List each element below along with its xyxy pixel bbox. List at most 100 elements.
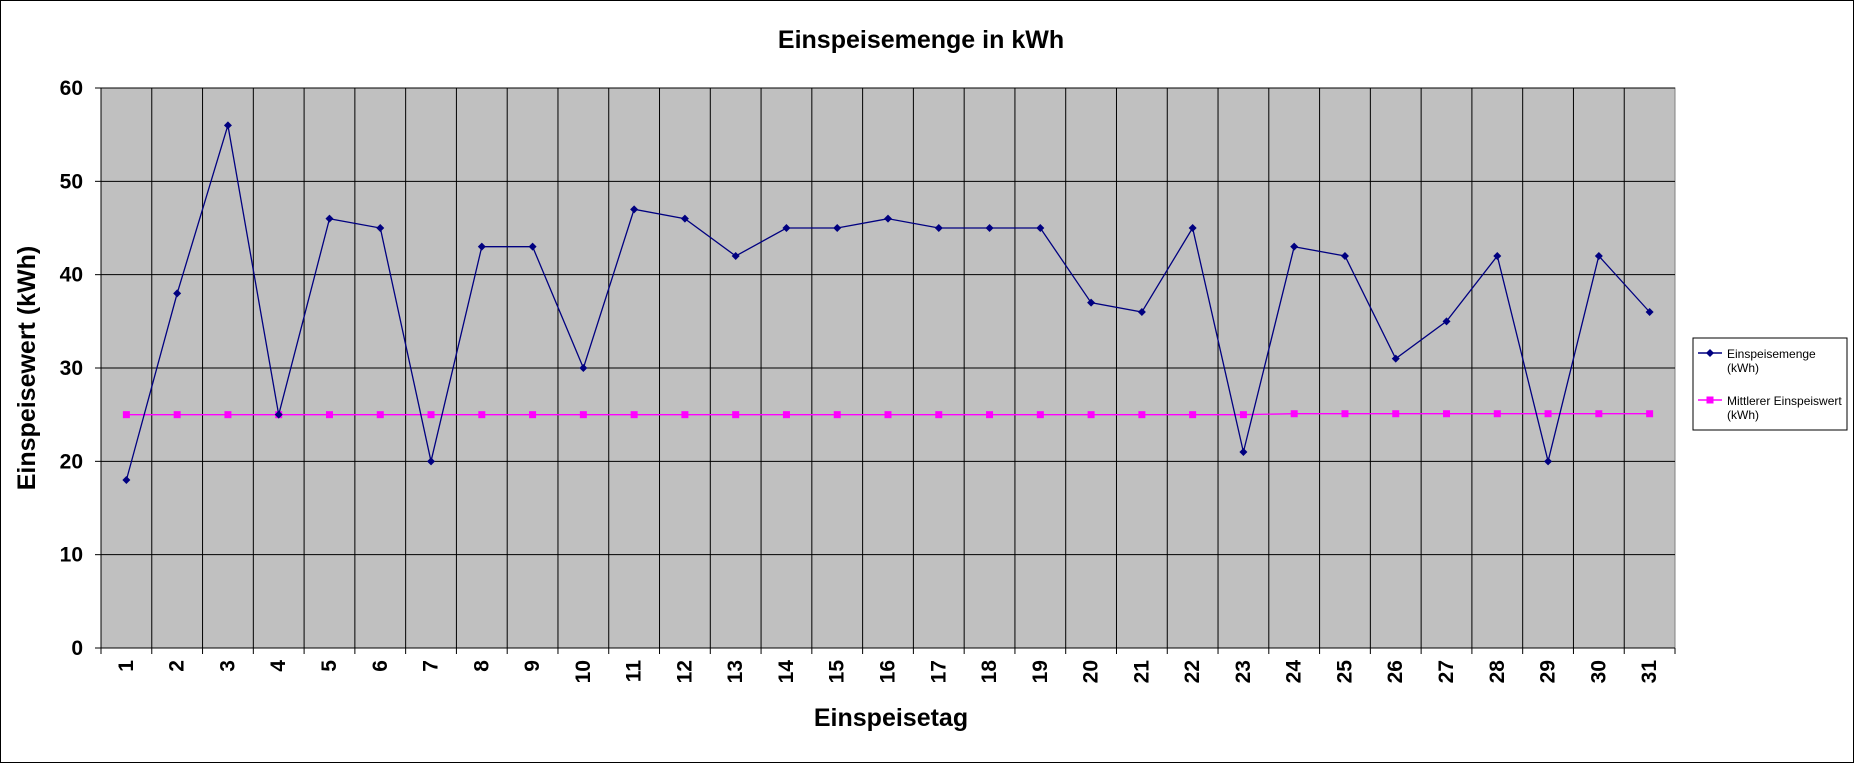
- data-point-einspeisemenge: [528, 242, 537, 251]
- data-point-mittlerer-einspeiswert: [986, 411, 994, 419]
- data-point-einspeisemenge: [223, 121, 232, 130]
- x-tick-label: 3: [216, 660, 239, 672]
- data-point-mittlerer-einspeiswert: [884, 411, 892, 419]
- x-tick-label: 6: [369, 660, 392, 672]
- x-tick-label: 19: [1029, 660, 1052, 683]
- data-point-einspeisemenge: [579, 364, 588, 372]
- chart-title: Einspeisemenge in kWh: [778, 26, 1064, 54]
- x-tick-label: 28: [1486, 660, 1509, 684]
- data-point-mittlerer-einspeiswert: [376, 411, 384, 419]
- data-point-mittlerer-einspeiswert: [1646, 410, 1654, 418]
- data-point-einspeisemenge: [477, 242, 486, 251]
- data-point-mittlerer-einspeiswert: [325, 411, 333, 419]
- data-point-mittlerer-einspeiswert: [1036, 411, 1044, 419]
- series-layer: [122, 121, 1654, 484]
- x-tick-label: 22: [1181, 660, 1204, 683]
- x-tick-label: 5: [318, 660, 341, 672]
- data-point-einspeisemenge: [1239, 448, 1248, 456]
- data-point-mittlerer-einspeiswert: [630, 411, 638, 419]
- grid-lines: [101, 87, 1675, 648]
- x-tick-label: 16: [877, 660, 900, 683]
- data-point-mittlerer-einspeiswert: [1138, 411, 1146, 419]
- data-point-einspeisemenge: [1087, 298, 1096, 307]
- data-point-mittlerer-einspeiswert: [833, 411, 841, 419]
- data-point-mittlerer-einspeiswert: [579, 411, 587, 419]
- data-point-mittlerer-einspeiswert: [224, 411, 232, 419]
- data-point-mittlerer-einspeiswert: [478, 411, 486, 419]
- data-point-einspeisemenge: [1036, 224, 1045, 232]
- data-point-mittlerer-einspeiswert: [1443, 410, 1451, 418]
- x-tick-label: 12: [673, 660, 696, 683]
- data-point-mittlerer-einspeiswert: [1189, 411, 1197, 419]
- data-point-mittlerer-einspeiswert: [173, 411, 181, 419]
- x-axis-title: Einspeisetag: [814, 704, 968, 732]
- legend-label-mittlerer-einspeiswert: Mittlerer Einspeiswert: [1727, 394, 1842, 408]
- data-point-einspeisemenge: [427, 457, 436, 466]
- x-tick-label: 8: [470, 660, 493, 672]
- x-tick-label: 2: [166, 660, 189, 672]
- data-point-mittlerer-einspeiswert: [1290, 410, 1298, 418]
- data-point-einspeisemenge: [274, 410, 283, 419]
- legend-label-einspeisemenge: Einspeisemenge: [1727, 347, 1816, 361]
- data-point-einspeisemenge: [1188, 224, 1197, 232]
- data-point-mittlerer-einspeiswert: [122, 411, 130, 419]
- x-tick-label: 31: [1638, 660, 1661, 684]
- data-point-einspeisemenge: [680, 214, 689, 223]
- data-point-einspeisemenge: [833, 224, 842, 232]
- data-point-einspeisemenge: [1391, 354, 1400, 363]
- data-point-einspeisemenge: [173, 289, 182, 298]
- data-point-mittlerer-einspeiswert: [529, 411, 537, 419]
- data-point-einspeisemenge: [985, 224, 994, 232]
- data-point-einspeisemenge: [1290, 242, 1299, 251]
- data-point-mittlerer-einspeiswert: [732, 411, 740, 419]
- x-tick-label: 23: [1232, 660, 1255, 683]
- y-tick-label: 30: [60, 357, 83, 380]
- data-point-einspeisemenge: [376, 224, 385, 232]
- data-point-einspeisemenge: [1493, 252, 1502, 260]
- x-tick-label: 17: [927, 660, 950, 683]
- data-point-einspeisemenge: [731, 252, 740, 260]
- data-point-einspeisemenge: [1340, 252, 1349, 260]
- data-point-mittlerer-einspeiswert: [681, 411, 689, 419]
- data-point-mittlerer-einspeiswert: [1392, 410, 1400, 418]
- data-point-mittlerer-einspeiswert: [1341, 410, 1349, 418]
- y-tick-label: 60: [60, 77, 83, 100]
- x-tick-label: 14: [775, 660, 798, 684]
- data-point-einspeisemenge: [1442, 317, 1451, 326]
- y-tick-label: 40: [60, 264, 83, 287]
- data-point-einspeisemenge: [934, 224, 943, 232]
- x-tick-label: 25: [1333, 660, 1356, 684]
- x-tick-label: 15: [826, 660, 849, 684]
- data-point-mittlerer-einspeiswert: [427, 411, 435, 419]
- y-tick-label: 10: [60, 544, 83, 567]
- data-point-einspeisemenge: [782, 224, 791, 232]
- data-point-mittlerer-einspeiswert: [782, 411, 790, 419]
- data-point-mittlerer-einspeiswert: [1544, 410, 1552, 418]
- x-tick-label: 1: [115, 660, 138, 672]
- data-point-einspeisemenge: [1137, 308, 1146, 316]
- y-axis-title: Einspeisewert (kWh): [13, 246, 41, 491]
- legend-label-einspeisemenge-unit: (kWh): [1727, 361, 1759, 375]
- data-point-einspeisemenge: [1645, 308, 1654, 316]
- x-tick-label: 4: [267, 660, 290, 672]
- data-point-mittlerer-einspeiswert: [1087, 411, 1095, 419]
- legend: Einspeisemenge (kWh) Mittlerer Einspeisw…: [1692, 337, 1848, 431]
- x-tick-label: 24: [1283, 660, 1306, 684]
- legend-marker-square: [1706, 396, 1714, 404]
- data-point-mittlerer-einspeiswert: [1239, 411, 1247, 419]
- x-tick-label: 13: [724, 660, 747, 683]
- data-point-einspeisemenge: [1594, 252, 1603, 260]
- legend-marker-diamond: [1706, 349, 1714, 357]
- x-tick-label: 11: [623, 660, 646, 683]
- x-tick-label: 10: [572, 660, 595, 683]
- y-tick-label: 0: [71, 637, 83, 660]
- x-tick-label: 27: [1435, 660, 1458, 683]
- data-point-einspeisemenge: [884, 214, 892, 223]
- data-point-einspeisemenge: [1544, 457, 1553, 466]
- y-tick-label: 20: [60, 450, 83, 473]
- x-tick-label: 20: [1080, 660, 1103, 683]
- x-tick-label: 18: [978, 660, 1001, 684]
- data-point-mittlerer-einspeiswert: [935, 411, 943, 419]
